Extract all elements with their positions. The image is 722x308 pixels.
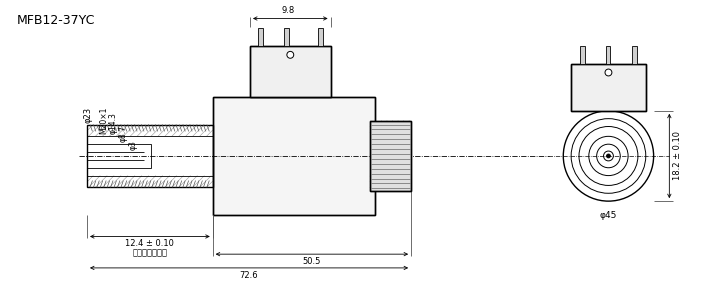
Text: φ45: φ45 (600, 211, 617, 220)
Circle shape (606, 154, 610, 158)
Circle shape (605, 69, 612, 76)
Bar (87, 144, 151, 168)
Bar (318, 28, 323, 46)
Bar (250, 46, 331, 97)
Bar (632, 46, 637, 64)
Bar (370, 121, 411, 136)
Text: 72.6: 72.6 (240, 271, 258, 280)
Text: 50.5: 50.5 (303, 257, 321, 266)
Bar (87, 176, 213, 187)
Text: 18.2 ± 0.10: 18.2 ± 0.10 (673, 132, 682, 180)
Bar (370, 121, 411, 191)
Text: 9.8: 9.8 (282, 6, 295, 14)
Circle shape (287, 51, 294, 58)
Bar (284, 28, 290, 46)
Bar (370, 176, 411, 191)
Text: 12.4 ± 0.10: 12.4 ± 0.10 (126, 239, 174, 249)
Bar (213, 97, 375, 215)
Bar (87, 136, 213, 176)
Text: φ14.3: φ14.3 (108, 112, 118, 134)
Text: 电磁铁得电位置: 电磁铁得电位置 (132, 248, 168, 257)
Text: φ3: φ3 (129, 140, 137, 150)
Bar (213, 97, 375, 215)
Text: φ8.7: φ8.7 (118, 125, 128, 142)
Bar (87, 124, 213, 187)
Bar (571, 64, 645, 111)
Bar (258, 28, 263, 46)
Bar (87, 124, 213, 136)
Bar (370, 121, 411, 191)
Text: φ23: φ23 (83, 107, 92, 123)
Text: MFB12-37YC: MFB12-37YC (17, 14, 95, 26)
Text: M20×1: M20×1 (99, 107, 108, 134)
Bar (606, 46, 610, 64)
Bar (580, 46, 585, 64)
Bar (571, 64, 645, 111)
Bar (250, 46, 331, 97)
